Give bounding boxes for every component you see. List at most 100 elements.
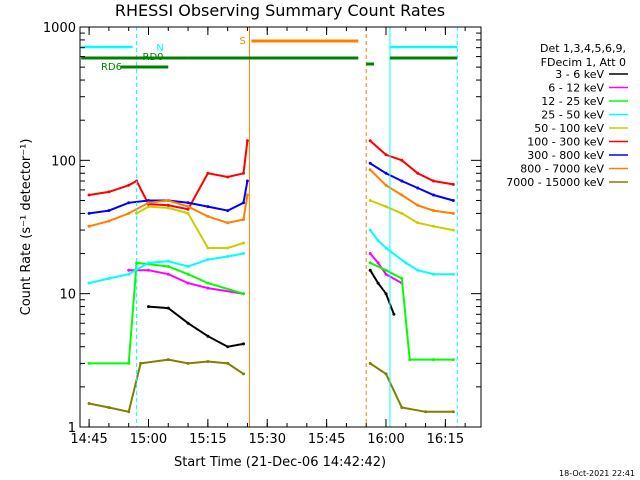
series-point: [107, 209, 111, 213]
series-point: [166, 265, 170, 268]
series-point: [166, 259, 170, 263]
series-point: [242, 252, 245, 255]
series-point: [127, 361, 131, 365]
x-tick-label: 16:00: [367, 432, 404, 447]
series-point: [368, 168, 372, 172]
series-point: [206, 360, 210, 363]
series-point: [451, 358, 455, 362]
series-point: [107, 190, 111, 194]
series-point: [166, 199, 170, 202]
series-line: [88, 194, 249, 228]
series-point: [242, 218, 245, 221]
series-point: [384, 272, 388, 276]
series-point: [451, 228, 455, 232]
series-point: [206, 334, 210, 338]
series-point: [107, 406, 111, 409]
series-point: [127, 211, 131, 215]
plot-frame: [79, 26, 482, 428]
series-point: [87, 402, 91, 405]
series-line: [88, 180, 249, 215]
series-point: [416, 268, 420, 272]
series-point: [384, 246, 388, 250]
series-point: [368, 268, 372, 272]
legend-entry-label: 300 - 800 keV: [527, 149, 604, 162]
series-point: [424, 410, 428, 414]
night-marker-n: N: [156, 43, 163, 54]
series-point: [186, 321, 190, 325]
series-point: [127, 268, 131, 272]
series-point: [384, 268, 388, 272]
series-point: [166, 206, 170, 210]
annotation-layer: RD0 RD6 N S: [79, 27, 458, 427]
series-point: [127, 410, 131, 414]
series-point: [226, 209, 230, 213]
series-point: [242, 342, 245, 346]
series-point: [432, 272, 435, 276]
x-tick-label: 16:15: [427, 432, 464, 447]
series-point: [245, 193, 249, 197]
series-line: [128, 269, 244, 295]
series-point: [139, 361, 143, 365]
x-tick-label: 15:45: [308, 432, 345, 447]
series-point: [242, 201, 245, 205]
legend-header-line-1: Det 1,3,4,5,6,9,: [540, 42, 626, 55]
legend-entry-label: 100 - 300 keV: [527, 136, 604, 149]
series-point: [451, 182, 455, 186]
chart-title: RHESSI Observing Summary Count Rates: [115, 1, 445, 20]
x-tick-label: 15:30: [249, 432, 286, 447]
series-line: [369, 140, 454, 186]
series-point: [384, 372, 388, 376]
series-line: [88, 252, 244, 285]
series-point: [226, 345, 230, 349]
series-point: [226, 246, 230, 250]
series-point: [147, 199, 150, 202]
series-line: [88, 140, 249, 211]
series-point: [416, 186, 420, 190]
series-point: [416, 221, 420, 225]
series-point: [226, 175, 230, 179]
series-point: [242, 171, 245, 175]
series-point: [226, 255, 230, 258]
x-tick-label: 14:45: [70, 432, 107, 447]
series-point: [127, 183, 131, 187]
legend-entry-label: 7000 - 15000 keV: [506, 176, 604, 189]
series-line: [369, 168, 454, 215]
y-tick-label: 1: [68, 421, 76, 436]
series-point: [384, 171, 388, 175]
series-point: [135, 261, 139, 265]
series-point: [368, 361, 372, 365]
series-point: [432, 179, 435, 183]
series-point: [147, 205, 150, 209]
series-point: [206, 281, 210, 285]
series-point: [400, 211, 404, 215]
legend-entry-label: 800 - 7000 keV: [520, 163, 604, 176]
series-point: [166, 358, 170, 362]
series-point: [404, 261, 408, 265]
series-point: [384, 183, 388, 187]
series-point: [127, 272, 131, 276]
series-point: [384, 153, 388, 157]
series-point: [186, 205, 190, 209]
series-point: [416, 171, 420, 175]
series-point: [166, 306, 170, 310]
series-point: [206, 258, 210, 262]
x-axis-ticks: 14:45 15:00 15:15 15:30 15:45 16:00 16:15: [70, 27, 466, 447]
series-point: [384, 292, 388, 296]
series-point: [376, 281, 380, 285]
series-point: [226, 221, 230, 225]
series-point: [451, 211, 455, 215]
y-axis-label: Count Rate (s⁻¹ detector⁻¹): [19, 139, 34, 316]
series-point: [416, 203, 420, 207]
series-point: [242, 372, 245, 376]
series-line: [369, 362, 454, 413]
series-point: [432, 358, 435, 362]
series-point: [87, 211, 91, 215]
series-point: [206, 205, 210, 209]
series-point: [186, 265, 190, 268]
series-point: [147, 268, 150, 272]
series-point: [206, 171, 210, 175]
series-point: [87, 224, 91, 228]
series-point: [432, 209, 435, 213]
series-point: [432, 193, 435, 197]
